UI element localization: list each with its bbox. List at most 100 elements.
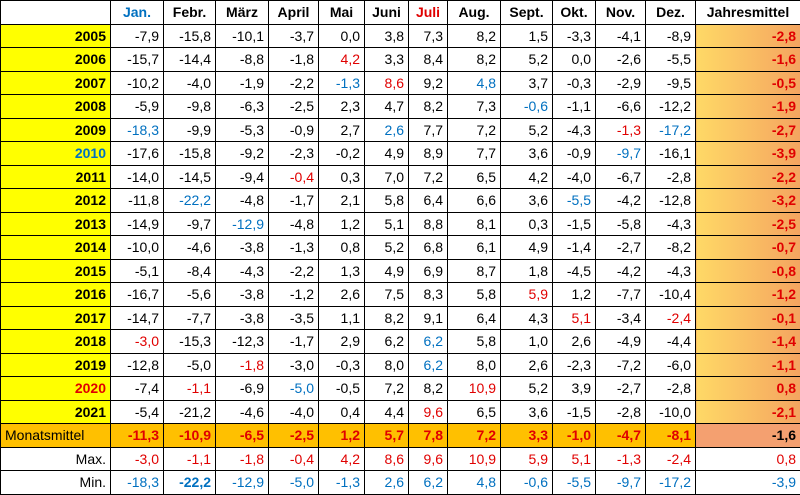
year-label: 2013 <box>0 211 111 236</box>
value-cell: -12,2 <box>645 94 696 119</box>
value-cell: 6,2 <box>408 352 448 377</box>
value-cell: -1,7 <box>268 188 319 213</box>
value-cell: -3,8 <box>215 235 269 260</box>
year-label: 2012 <box>0 188 111 213</box>
value-cell: 1,3 <box>318 258 365 283</box>
value-cell: 7,2 <box>364 376 409 401</box>
value-cell: 8,2 <box>408 376 448 401</box>
value-cell: -6,9 <box>215 376 269 401</box>
value-cell: 5,1 <box>552 305 596 330</box>
value-cell: -1,8 <box>215 446 269 471</box>
mean-row: Monatsmittel -11,3 -10,9 -6,5 -2,5 1,2 5,7 7,8 7… <box>0 423 800 448</box>
mean-cell: 7,2 <box>447 423 501 448</box>
mean-cell: 3,3 <box>500 423 553 448</box>
value-cell: -14,7 <box>110 305 164 330</box>
year-row: 2021 -5,4 -21,2 -4,6 -4,0 0,4 4,4 9,6 6,5 3,6 -1,5… <box>0 399 800 424</box>
value-cell: 9,6 <box>408 399 448 424</box>
value-cell: 6,2 <box>364 329 409 354</box>
mean-cell: -11,3 <box>110 423 164 448</box>
year-row: 2017 -14,7 -7,7 -3,8 -3,5 1,1 8,2 9,1 6,4 4,3 5,1-… <box>0 305 800 330</box>
value-cell: 9,1 <box>408 305 448 330</box>
value-cell: -5,6 <box>163 282 216 307</box>
value-cell: -1,3 <box>318 70 365 95</box>
value-cell: -1,4 <box>552 235 596 260</box>
value-cell: -9,2 <box>215 141 269 166</box>
mean-cell: 5,7 <box>364 423 409 448</box>
year-label: 2006 <box>0 47 111 72</box>
value-cell: -1,5 <box>552 211 596 236</box>
value-cell: 7,3 <box>447 94 501 119</box>
value-cell: -2,5 <box>268 94 319 119</box>
value-cell: 0,3 <box>500 211 553 236</box>
value-cell: -7,7 <box>595 282 646 307</box>
value-cell: -5,5 <box>552 188 596 213</box>
value-cell: 6,4 <box>408 188 448 213</box>
value-cell: -9,7 <box>595 470 646 495</box>
mean-cell: -10,9 <box>163 423 216 448</box>
value-cell: -1,7 <box>268 329 319 354</box>
annual-mean-cell: -2,2 <box>695 164 800 189</box>
value-cell: -12,8 <box>110 352 164 377</box>
value-cell: 0,8 <box>695 446 800 471</box>
value-cell: -2,3 <box>552 352 596 377</box>
value-cell: -1,1 <box>163 446 216 471</box>
value-cell: -9,4 <box>215 164 269 189</box>
value-cell: 0,8 <box>318 235 365 260</box>
value-cell: -10,0 <box>110 235 164 260</box>
column-header: Sept. <box>500 0 553 25</box>
value-cell: 6,2 <box>408 470 448 495</box>
year-label: 2014 <box>0 235 111 260</box>
year-row: 2006 -15,7 -14,4 -8,8 -1,8 4,2 3,3 8,4 8,2 5,2 0,0… <box>0 47 800 72</box>
value-cell: -4,2 <box>595 188 646 213</box>
value-cell: 6,5 <box>447 164 501 189</box>
annual-mean-cell: -0,8 <box>695 258 800 283</box>
value-cell: 7,2 <box>408 164 448 189</box>
value-cell: -17,2 <box>645 117 696 142</box>
value-cell: -3,0 <box>110 329 164 354</box>
value-cell: 1,0 <box>500 329 553 354</box>
value-cell: 4,4 <box>364 399 409 424</box>
value-cell: -2,8 <box>645 376 696 401</box>
year-row: 2016 -16,7 -5,6 -3,8 -1,2 2,6 7,5 8,3 5,8 5,9 1,2-… <box>0 282 800 307</box>
value-cell: -5,9 <box>110 94 164 119</box>
value-cell: 2,6 <box>552 329 596 354</box>
value-cell: 9,6 <box>408 446 448 471</box>
year-label: 2020 <box>0 376 111 401</box>
value-cell: 8,4 <box>408 47 448 72</box>
value-cell: 4,8 <box>447 470 501 495</box>
value-cell: 6,2 <box>408 329 448 354</box>
value-cell: -9,9 <box>163 117 216 142</box>
value-cell: -2,8 <box>595 399 646 424</box>
annual-mean-cell: -2,8 <box>695 23 800 48</box>
value-cell: -10,1 <box>215 23 269 48</box>
annual-mean-cell: -0,5 <box>695 70 800 95</box>
value-cell: -16,1 <box>645 141 696 166</box>
value-cell: -9,8 <box>163 94 216 119</box>
year-row: 2005 -7,9 -15,8 -10,1 -3,7 0,0 3,8 7,3 8,2 1,5 -3,… <box>0 23 800 48</box>
column-header: Mai <box>318 0 365 25</box>
year-row: 2007 -10,2 -4,0 -1,9 -2,2 -1,3 8,6 9,2 4,8 3,7 -0,… <box>0 70 800 95</box>
year-label: 2005 <box>0 23 111 48</box>
value-cell: -3,9 <box>695 470 800 495</box>
value-cell: 8,7 <box>447 258 501 283</box>
row-label: Min. <box>0 470 111 495</box>
value-cell: 8,2 <box>447 47 501 72</box>
value-cell: -21,2 <box>163 399 216 424</box>
year-row: 2009 -18,3 -9,9 -5,3 -0,9 2,7 2,6 7,7 7,2 5,2 -4,3… <box>0 117 800 142</box>
year-label: 2021 <box>0 399 111 424</box>
value-cell: 2,6 <box>364 470 409 495</box>
corner-cell <box>0 0 111 25</box>
mean-cell: -6,5 <box>215 423 269 448</box>
value-cell: 6,5 <box>447 399 501 424</box>
value-cell: -1,9 <box>215 70 269 95</box>
value-cell: -14,9 <box>110 211 164 236</box>
value-cell: -7,7 <box>163 305 216 330</box>
value-cell: 4,9 <box>364 258 409 283</box>
value-cell: 8,6 <box>364 70 409 95</box>
value-cell: 2,6 <box>318 282 365 307</box>
value-cell: -6,3 <box>215 94 269 119</box>
value-cell: 2,9 <box>318 329 365 354</box>
value-cell: -15,8 <box>163 23 216 48</box>
value-cell: -10,2 <box>110 70 164 95</box>
value-cell: -3,7 <box>268 23 319 48</box>
